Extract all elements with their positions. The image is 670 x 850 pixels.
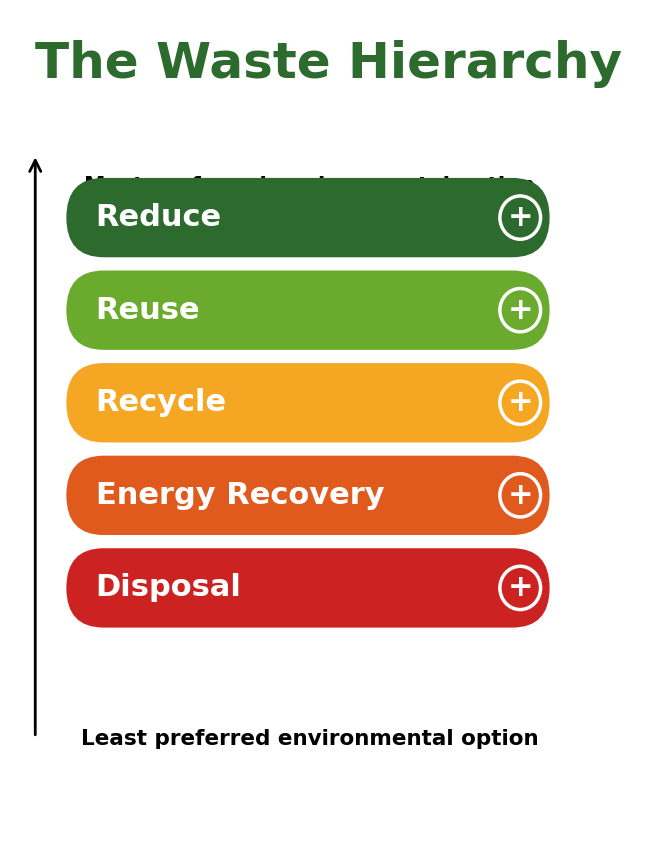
Text: +: + xyxy=(507,481,533,510)
Text: +: + xyxy=(507,388,533,417)
FancyBboxPatch shape xyxy=(66,270,549,350)
Text: The Waste Hierarchy: The Waste Hierarchy xyxy=(36,40,622,88)
FancyBboxPatch shape xyxy=(66,456,549,535)
Text: Reduce: Reduce xyxy=(96,203,222,232)
Text: Recycle: Recycle xyxy=(96,388,227,417)
Text: Disposal: Disposal xyxy=(96,574,242,603)
Text: Energy Recovery: Energy Recovery xyxy=(96,481,385,510)
Text: +: + xyxy=(507,203,533,232)
Text: Reuse: Reuse xyxy=(96,296,200,325)
Text: Most preferred environmental option: Most preferred environmental option xyxy=(84,175,535,196)
Text: +: + xyxy=(507,296,533,325)
Text: Least preferred environmental option: Least preferred environmental option xyxy=(80,728,538,749)
FancyBboxPatch shape xyxy=(66,363,549,443)
Text: +: + xyxy=(507,574,533,603)
FancyBboxPatch shape xyxy=(66,548,549,627)
FancyBboxPatch shape xyxy=(66,178,549,258)
